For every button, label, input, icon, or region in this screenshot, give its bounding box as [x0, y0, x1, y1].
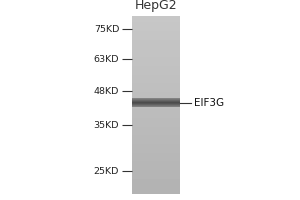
Text: 25KD: 25KD	[94, 166, 119, 176]
Text: 48KD: 48KD	[94, 86, 119, 96]
Text: EIF3G: EIF3G	[194, 98, 224, 108]
Text: 35KD: 35KD	[94, 120, 119, 130]
Text: 75KD: 75KD	[94, 24, 119, 33]
Text: HepG2: HepG2	[135, 0, 177, 11]
Text: 63KD: 63KD	[94, 54, 119, 64]
